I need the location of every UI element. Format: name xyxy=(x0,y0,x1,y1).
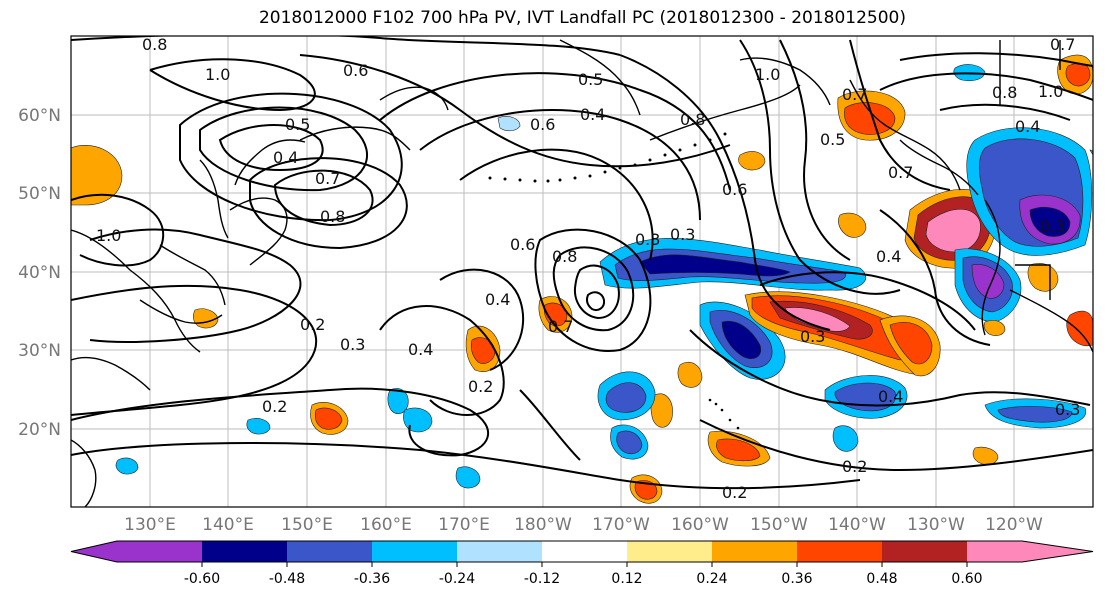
colorbar-segment xyxy=(287,541,372,562)
contour-label: 0.2 xyxy=(262,397,287,416)
colorbar-outline xyxy=(70,540,1094,563)
colorbar-segment xyxy=(627,541,712,562)
colorbar-segment xyxy=(967,541,1093,562)
lon-label: 150°E xyxy=(281,515,333,535)
colorbar-tick-label: 0.36 xyxy=(781,571,812,587)
contour-label: 1.0 xyxy=(96,226,121,245)
contour-label: 0.2 xyxy=(842,457,867,476)
contour-label: 0.2 xyxy=(300,315,325,334)
longitude-labels: 130°E 140°E 150°E 160°E 170°E 180°W 170°… xyxy=(124,515,1043,535)
contour-label: 0.6 xyxy=(343,61,368,80)
contour-label: 0.8 xyxy=(992,83,1017,102)
contour-label: 0.2 xyxy=(468,377,493,396)
contour-label: 0.3 xyxy=(670,225,695,244)
contour-label: 0.8 xyxy=(552,247,577,266)
contour-label: 0.4 xyxy=(485,290,510,309)
contour-label: 0.7 xyxy=(315,169,340,188)
lon-label: 130°W xyxy=(907,515,965,535)
lon-label: 160°E xyxy=(360,515,412,535)
contour-label: 0.6 xyxy=(510,235,535,254)
lon-label: 150°W xyxy=(750,515,808,535)
contour-label: 1.0 xyxy=(205,65,230,84)
contour-label: 0.8 xyxy=(320,207,345,226)
contour-label: 0.4 xyxy=(876,247,901,266)
colorbar-segment xyxy=(372,541,457,562)
contour-label: 1.0 xyxy=(1038,82,1063,101)
colorbar-segment xyxy=(882,541,967,562)
colorbar-tick-label: -0.48 xyxy=(269,571,305,587)
lat-label: 60°N xyxy=(18,106,61,126)
lon-label: 170°W xyxy=(592,515,650,535)
lon-label: 170°E xyxy=(438,515,490,535)
contour-label: 0.6 xyxy=(530,115,555,134)
contour-label: 0.6 xyxy=(722,180,747,199)
colorbar-tick-label: 0.48 xyxy=(866,571,897,587)
aleutian-islands xyxy=(488,132,740,430)
ivt-anomaly-fill xyxy=(71,54,1093,504)
lon-label: 120°W xyxy=(985,515,1043,535)
contour-label: 0.7 xyxy=(548,317,573,336)
colorbar-segment xyxy=(71,541,202,562)
contour-label: 0.2 xyxy=(722,483,747,502)
colorbar-segment xyxy=(457,541,542,562)
contour-label: 0.3 xyxy=(635,230,660,249)
contour-label: 0.5 xyxy=(285,115,310,134)
contour-label: 0.3 xyxy=(1055,400,1080,419)
map-border xyxy=(70,35,1094,508)
contour-label: 0.5 xyxy=(820,130,845,149)
lon-label: 140°E xyxy=(202,515,254,535)
contour-label: 0.3 xyxy=(800,327,825,346)
colorbar-tick-label: -0.60 xyxy=(184,571,220,587)
contour-label: 0.7 xyxy=(842,85,867,104)
colorbar-segment xyxy=(202,541,287,562)
contour-label: 0.3 xyxy=(340,335,365,354)
contour-label: 0.4 xyxy=(408,340,433,359)
contour-label: 0.8 xyxy=(142,35,167,54)
latitude-labels: 60°N 50°N 40°N 30°N 20°N xyxy=(18,106,61,440)
map-title: 2018012000 F102 700 hPa PV, IVT Landfall… xyxy=(258,8,906,28)
coastlines xyxy=(71,39,1093,507)
colorbar-segment xyxy=(797,541,882,562)
colorbar-tick-label: 0.24 xyxy=(696,571,727,587)
colorbar-tick-label: 0.12 xyxy=(611,571,642,587)
lon-label: 140°W xyxy=(828,515,886,535)
colorbar-tick-label: 0.60 xyxy=(951,571,982,587)
lat-label: 30°N xyxy=(18,341,61,361)
lat-label: 20°N xyxy=(18,420,61,440)
colorbar: -0.60 -0.48 -0.36 -0.24 -0.12 0.12 0.24 0.36 0.4… xyxy=(70,540,1094,587)
lon-label: 130°E xyxy=(124,515,176,535)
colorbar-segment xyxy=(712,541,797,562)
colorbar-tick-label: -0.36 xyxy=(354,571,390,587)
contour-label: 0.5 xyxy=(578,70,603,89)
contour-label: 0.4 xyxy=(1015,117,1040,136)
contour-label: 0.4 xyxy=(878,387,903,406)
contour-label: 0.4 xyxy=(580,105,605,124)
pv-contours xyxy=(71,36,1093,490)
contour-label: 0.7 xyxy=(888,163,913,182)
contour-label: 0.4 xyxy=(273,148,298,167)
lat-label: 40°N xyxy=(18,263,61,283)
lat-label: 50°N xyxy=(18,184,61,204)
colorbar-segment xyxy=(542,541,627,562)
contour-label-group: 0.8 1.0 0.6 0.5 0.4 0.7 0.8 1.0 0.2 0.3 … xyxy=(96,35,1080,502)
lon-label: 160°W xyxy=(671,515,729,535)
colorbar-tick-label: -0.12 xyxy=(524,571,560,587)
colorbar-tick-label: -0.24 xyxy=(439,571,475,587)
contour-label: 0.8 xyxy=(680,110,705,129)
contour-label: 0.3 xyxy=(1040,217,1065,236)
lon-label: 180°W xyxy=(514,515,572,535)
contour-label: 1.0 xyxy=(755,65,780,84)
contour-label: 0.7 xyxy=(1050,35,1075,54)
